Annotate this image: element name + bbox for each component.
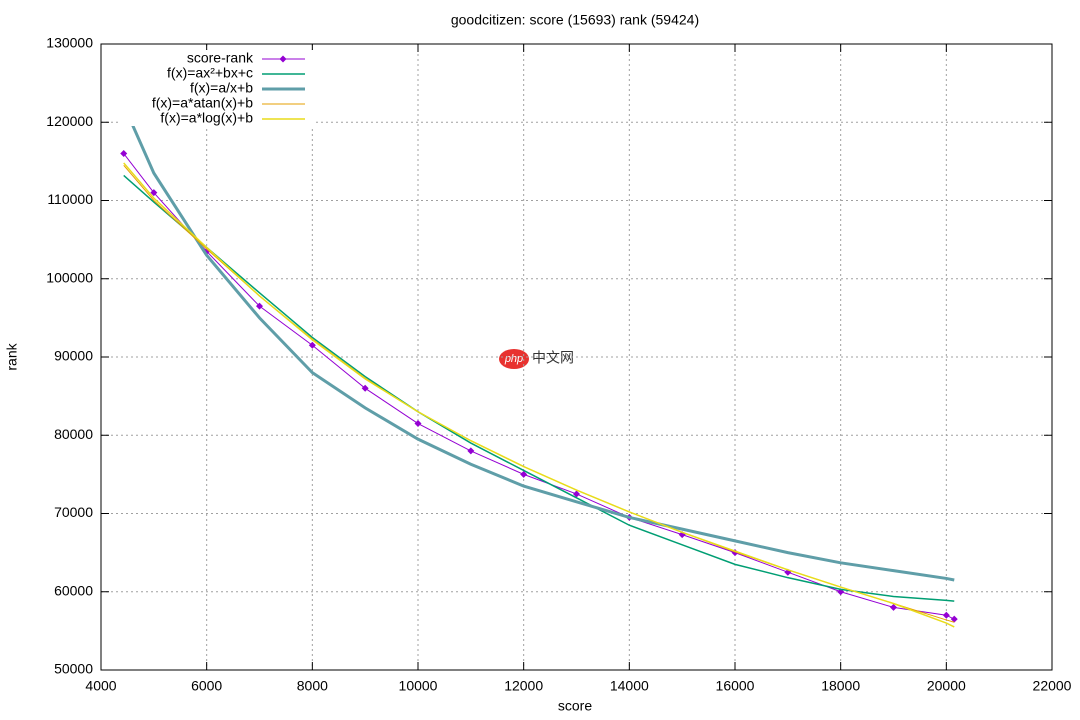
series-line <box>123 162 955 628</box>
series-line <box>123 164 955 623</box>
y-tick-label: 80000 <box>54 426 93 442</box>
watermark-logo: php <box>504 353 523 365</box>
y-tick-label: 100000 <box>46 269 93 285</box>
x-tick-label: 22000 <box>1033 678 1072 694</box>
legend-label: f(x)=ax²+bx+c <box>167 65 253 81</box>
point <box>573 490 580 498</box>
x-tick-label: 20000 <box>927 678 966 694</box>
legend-marker <box>279 55 287 63</box>
y-tick-label: 90000 <box>54 348 93 364</box>
point <box>942 611 950 619</box>
x-tick-label: 18000 <box>821 678 860 694</box>
y-tick-label: 70000 <box>54 504 93 520</box>
legend-label: score-rank <box>187 50 254 66</box>
legend-label: f(x)=a/x+b <box>190 80 253 96</box>
x-tick-label: 6000 <box>191 678 222 694</box>
point <box>414 420 422 428</box>
y-tick-label: 130000 <box>46 35 93 51</box>
y-tick-label: 60000 <box>54 582 93 598</box>
x-tick-label: 12000 <box>504 678 543 694</box>
x-tick-label: 10000 <box>399 678 438 694</box>
point <box>361 384 369 392</box>
y-axis-label: rank <box>4 342 20 370</box>
point <box>256 302 263 310</box>
y-tick-label: 110000 <box>47 191 93 207</box>
series-line <box>122 104 955 582</box>
y-tick-label: 120000 <box>46 113 93 129</box>
watermark: php 中文网 <box>499 349 574 369</box>
point <box>890 603 897 611</box>
point <box>950 615 958 623</box>
x-axis-label: score <box>558 698 592 714</box>
plot-frame <box>100 43 1053 671</box>
series-line <box>123 153 955 620</box>
legend-label: f(x)=a*atan(x)+b <box>152 95 253 111</box>
x-tick-label: 14000 <box>610 678 649 694</box>
chart-title: goodcitizen: score (15693) rank (59424) <box>451 12 699 28</box>
legend-label: f(x)=a*log(x)+b <box>160 110 253 126</box>
point <box>467 447 475 455</box>
x-tick-label: 4000 <box>85 678 116 694</box>
point <box>150 189 158 197</box>
x-tick-label: 8000 <box>297 678 328 694</box>
point <box>520 470 528 478</box>
watermark-logo-bg <box>499 349 529 369</box>
y-tick-label: 50000 <box>54 661 93 677</box>
x-tick-label: 16000 <box>716 678 755 694</box>
point <box>308 341 316 349</box>
point <box>120 150 128 158</box>
series-line <box>123 174 955 602</box>
watermark-text: 中文网 <box>532 350 574 366</box>
